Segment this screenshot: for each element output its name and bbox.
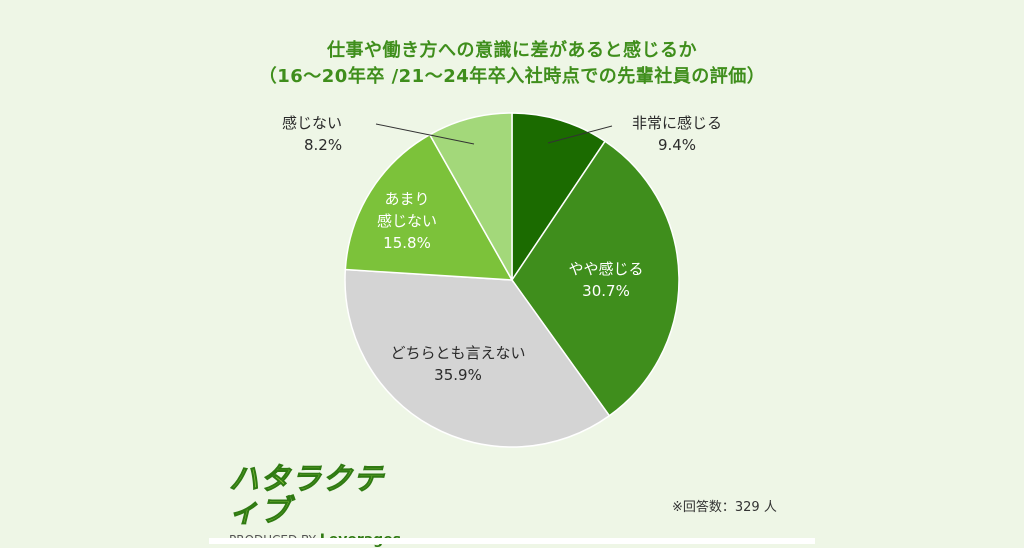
label-somewhat-text: やや感じる [568,260,644,278]
slice-somewhat [511,140,680,417]
slice-neither [344,268,611,448]
label-neither-value: 35.9% [434,366,482,384]
slice-not-much [344,133,514,281]
label-very-much-text: 非常に感じる [631,114,722,132]
logo-mark: ハタラクティブ [229,462,384,529]
label-not-much-value: 15.8% [383,234,431,252]
respondent-count-note: ※回答数：329 人 [672,500,777,515]
label-not-much: あまり 感じない 15.8% [352,188,462,254]
label-not-much-line2: 感じない [376,212,437,230]
label-very-much: 非常に感じる 9.4% [612,112,742,156]
bottom-bar [209,538,815,544]
leader-line-not-at-all [375,123,475,145]
label-somewhat: やや感じる 30.7% [546,258,666,302]
label-somewhat-value: 30.7% [582,282,630,300]
slice-very-much [511,112,607,283]
label-not-at-all: 感じない 8.2% [282,112,392,156]
label-neither: どちらとも言えない 35.9% [358,342,558,386]
label-not-much-line1: あまり [384,190,430,208]
label-neither-text: どちらとも言えない [390,344,526,362]
chart-title-line2: （16～20年卒 /21～24年卒入社時点での先輩社員の評価） [258,66,766,87]
label-not-at-all-text: 感じない [282,114,343,132]
label-not-at-all-value: 8.2% [304,136,343,154]
chart-title-line1: 仕事や働き方への意識に差があると感じるか [327,40,697,61]
hataractive-logo: ハタラクティブ PRODUCED BY Leverages [229,462,402,548]
label-very-much-value: 9.4% [657,136,697,154]
leader-line-very-much [547,125,613,144]
